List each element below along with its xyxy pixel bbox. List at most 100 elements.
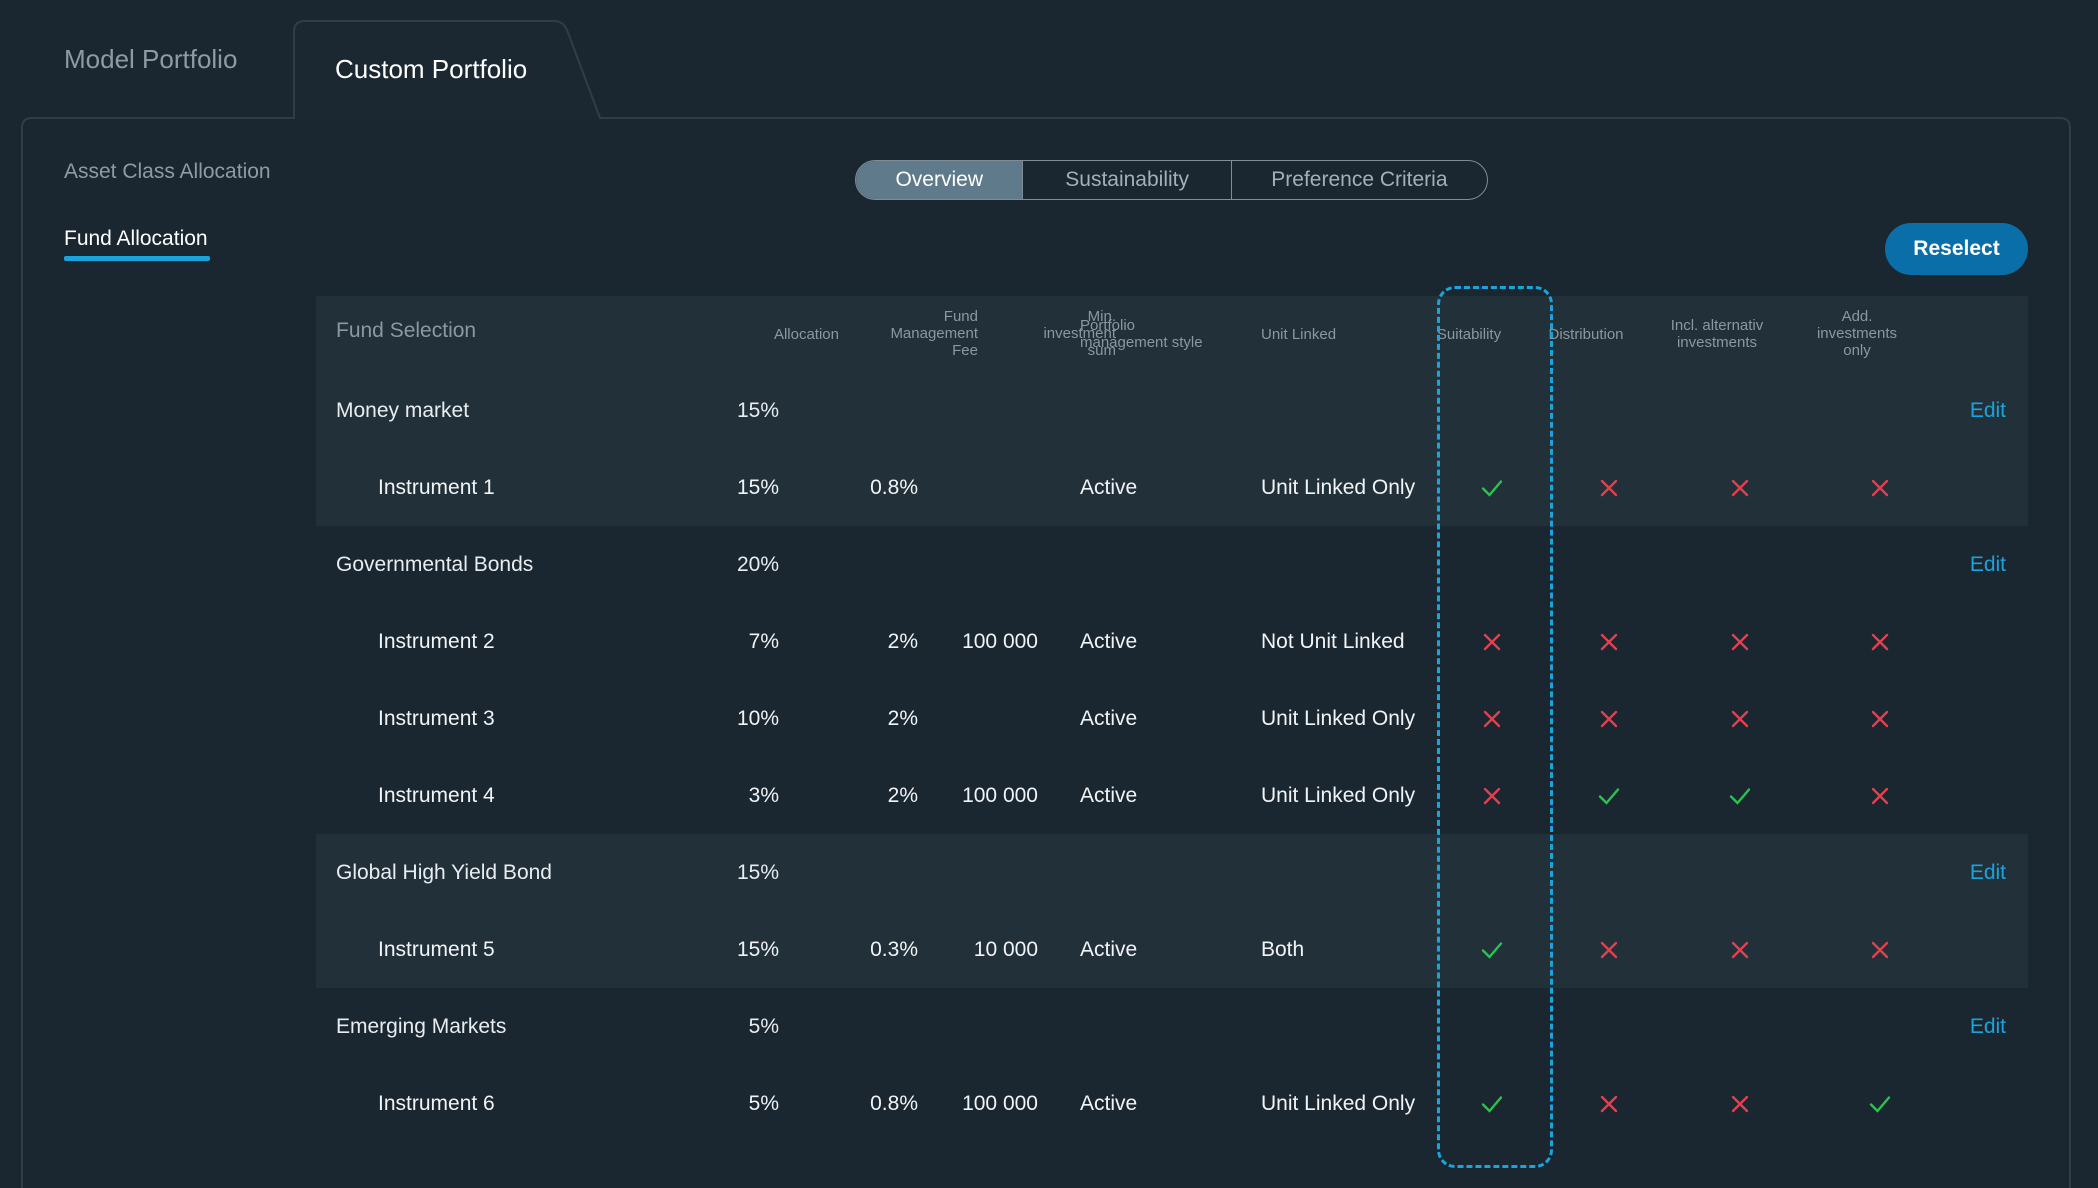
header-fee-line2: Management (890, 325, 978, 342)
header-add-line1: Add. (1841, 308, 1873, 325)
instrument-unit-linked: Unit Linked Only (1261, 475, 1416, 499)
cross-icon (1483, 787, 1501, 804)
instrument-unit-linked: Not Unit Linked (1261, 629, 1405, 653)
suitability-check-icon (1472, 1065, 1512, 1142)
instrument-min-investment: 100 000 (962, 629, 1038, 653)
instrument-fee: 0.8% (870, 1091, 918, 1115)
group-allocation: 15% (736, 860, 779, 884)
header-style-line1: Portfolio (1080, 317, 1136, 334)
nav-fund-allocation[interactable]: Fund Allocation (64, 227, 208, 250)
header-alternative-investments: Incl. alternativ investments (1642, 317, 1792, 351)
additional-investments-cross-icon (1860, 757, 1900, 834)
view-segmented-control: Overview Sustainability Preference Crite… (855, 160, 1488, 200)
distribution-cross-icon (1589, 911, 1629, 988)
group-name: Money market (336, 398, 470, 422)
suitability-check-icon (1472, 449, 1512, 526)
instrument-name: Instrument 3 (378, 706, 495, 730)
reselect-button[interactable]: Reselect (1885, 223, 2028, 275)
instrument-unit-linked: Both (1261, 937, 1305, 961)
instrument-min-investment (898, 680, 1038, 757)
instrument-unit-linked: Unit Linked Only (1261, 1091, 1416, 1115)
distribution-check-icon (1589, 757, 1629, 834)
additional-investments-cross-icon (1860, 603, 1900, 680)
instrument-min-investment: 100 000 (962, 1091, 1038, 1115)
tab-custom-portfolio[interactable]: Custom Portfolio (335, 53, 528, 84)
header-min-line3: sum (1087, 342, 1116, 359)
cross-icon (1731, 633, 1749, 650)
group-allocation: 20% (736, 552, 779, 576)
alternative-investments-check-icon (1720, 757, 1760, 834)
additional-investments-cross-icon (1860, 911, 1900, 988)
header-fund-management-fee: Fund Management Fee (796, 308, 978, 359)
additional-investments-check-icon (1860, 1065, 1900, 1142)
alternative-investments-cross-icon (1720, 680, 1760, 757)
suitability-cross-icon (1472, 603, 1512, 680)
cross-icon (1600, 1095, 1618, 1112)
instrument-unit-linked: Unit Linked Only (1261, 783, 1416, 807)
table-header: Fund Selection Allocation Fund Managemen… (316, 296, 2028, 372)
instrument-row: Instrument 2 7% 2% 100 000 Active Not Unit Li… (316, 603, 2028, 680)
check-icon (1598, 787, 1620, 805)
group-row: Governmental Bonds 20% Edit (316, 526, 2028, 603)
header-unit-linked: Unit Linked (1261, 326, 1337, 343)
edit-group-link[interactable]: Edit (1969, 860, 2006, 884)
edit-group-link[interactable]: Edit (1969, 552, 2006, 576)
alternative-investments-cross-icon (1720, 603, 1760, 680)
cross-icon (1483, 633, 1501, 650)
cross-icon (1731, 479, 1749, 496)
cross-icon (1871, 787, 1889, 804)
group-row: Emerging Markets 5% Edit (316, 988, 2028, 1065)
instrument-name: Instrument 4 (378, 783, 495, 807)
header-min-line1: Min. (1087, 308, 1116, 325)
instrument-unit-linked: Unit Linked Only (1261, 706, 1416, 730)
group-allocation: 5% (748, 1014, 779, 1038)
cross-icon (1731, 941, 1749, 958)
group-name: Global High Yield Bond (336, 860, 552, 884)
group-name: Governmental Bonds (336, 552, 534, 576)
nav-asset-class-allocation[interactable]: Asset Class Allocation (64, 160, 271, 183)
alternative-investments-cross-icon (1720, 911, 1760, 988)
instrument-min-investment: 100 000 (962, 783, 1038, 807)
check-icon (1481, 941, 1503, 959)
additional-investments-cross-icon (1860, 680, 1900, 757)
cross-icon (1871, 941, 1889, 958)
header-fund-selection: Fund Selection (336, 319, 477, 342)
instrument-style: Active (1080, 1091, 1138, 1115)
edit-group-link[interactable]: Edit (1969, 1014, 2006, 1038)
instrument-name: Instrument 2 (378, 629, 495, 653)
segment-overview[interactable]: Overview (856, 161, 1023, 199)
instrument-style: Active (1080, 475, 1138, 499)
instrument-allocation: 15% (736, 475, 779, 499)
instrument-allocation: 15% (736, 937, 779, 961)
instrument-style: Active (1080, 783, 1138, 807)
instrument-min-investment (898, 449, 1038, 526)
check-icon (1481, 1095, 1503, 1113)
suitability-check-icon (1472, 911, 1512, 988)
instrument-name: Instrument 5 (378, 937, 495, 961)
check-icon (1869, 1095, 1891, 1113)
header-min-investment-sum: Min. investment sum (936, 308, 1116, 359)
alternative-investments-cross-icon (1720, 449, 1760, 526)
instrument-fee: 2% (887, 783, 918, 807)
edit-group-link[interactable]: Edit (1969, 398, 2006, 422)
instrument-style: Active (1080, 706, 1138, 730)
instrument-allocation: 3% (748, 783, 779, 807)
segment-preference-criteria[interactable]: Preference Criteria (1230, 161, 1487, 199)
distribution-cross-icon (1589, 449, 1629, 526)
segment-sustainability[interactable]: Sustainability (1022, 161, 1230, 199)
header-additional-investments-only: Add. investments only (1782, 308, 1932, 359)
instrument-allocation: 7% (748, 629, 779, 653)
instrument-allocation: 5% (748, 1091, 779, 1115)
active-nav-indicator (64, 256, 210, 261)
distribution-cross-icon (1589, 680, 1629, 757)
tab-model-portfolio[interactable]: Model Portfolio (64, 43, 238, 74)
group-row: Money market 15% Edit (316, 372, 2028, 449)
instrument-fee: 2% (887, 706, 918, 730)
instrument-row: Instrument 1 15% 0.8% Active Unit Linked Onl… (316, 449, 2028, 526)
header-allocation: Allocation (773, 326, 839, 343)
instrument-style: Active (1080, 629, 1138, 653)
instrument-row: Instrument 5 15% 0.3% 10 000 Active Both (316, 911, 2028, 988)
header-alt-line1: Incl. alternativ (1670, 317, 1764, 334)
distribution-cross-icon (1589, 603, 1629, 680)
instrument-name: Instrument 6 (378, 1091, 495, 1115)
